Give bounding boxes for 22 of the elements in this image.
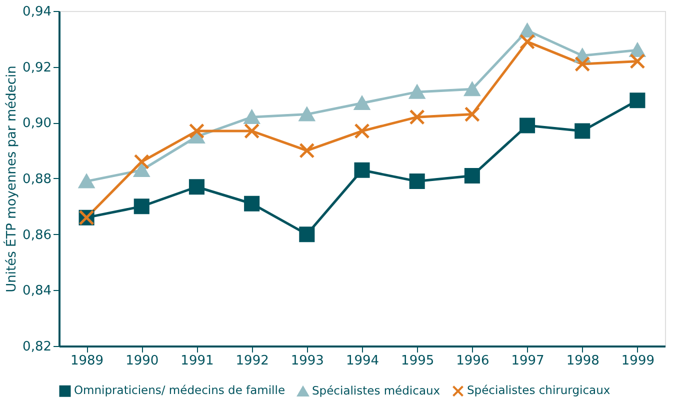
legend-label: Spécialistes chirurgicaux: [467, 383, 610, 398]
y-tick-label: 0,82: [22, 340, 52, 354]
y-axis-title: Unités ÉTP moyennes par médecin: [2, 66, 20, 292]
x-tick-label: 1991: [180, 354, 214, 368]
x-tick-label: 1994: [346, 354, 380, 368]
y-tick-label: 0,84: [22, 284, 52, 299]
x-tick-label: 1999: [621, 354, 654, 368]
x-tick-label: 1989: [70, 354, 104, 368]
legend-label: Spécialistes médicaux: [312, 383, 440, 398]
y-tick-label: 0,88: [22, 172, 52, 187]
x-tick-label: 1993: [290, 354, 324, 368]
x-tick-label: 1995: [401, 354, 434, 368]
x-tick-label: 1996: [456, 354, 490, 368]
x-tick-label: 1992: [236, 354, 269, 368]
x-tick-label: 1997: [511, 354, 544, 368]
legend-label: Omnipraticiens/ médecins de famille: [74, 383, 286, 398]
x-tick-label: 1990: [126, 354, 159, 368]
y-tick-label: 0,90: [22, 116, 52, 132]
y-tick-label: 0,94: [22, 4, 52, 20]
y-tick-label: 0,86: [22, 228, 52, 243]
y-tick-label: 0,92: [22, 60, 52, 76]
x-tick-label: 1998: [566, 354, 600, 368]
